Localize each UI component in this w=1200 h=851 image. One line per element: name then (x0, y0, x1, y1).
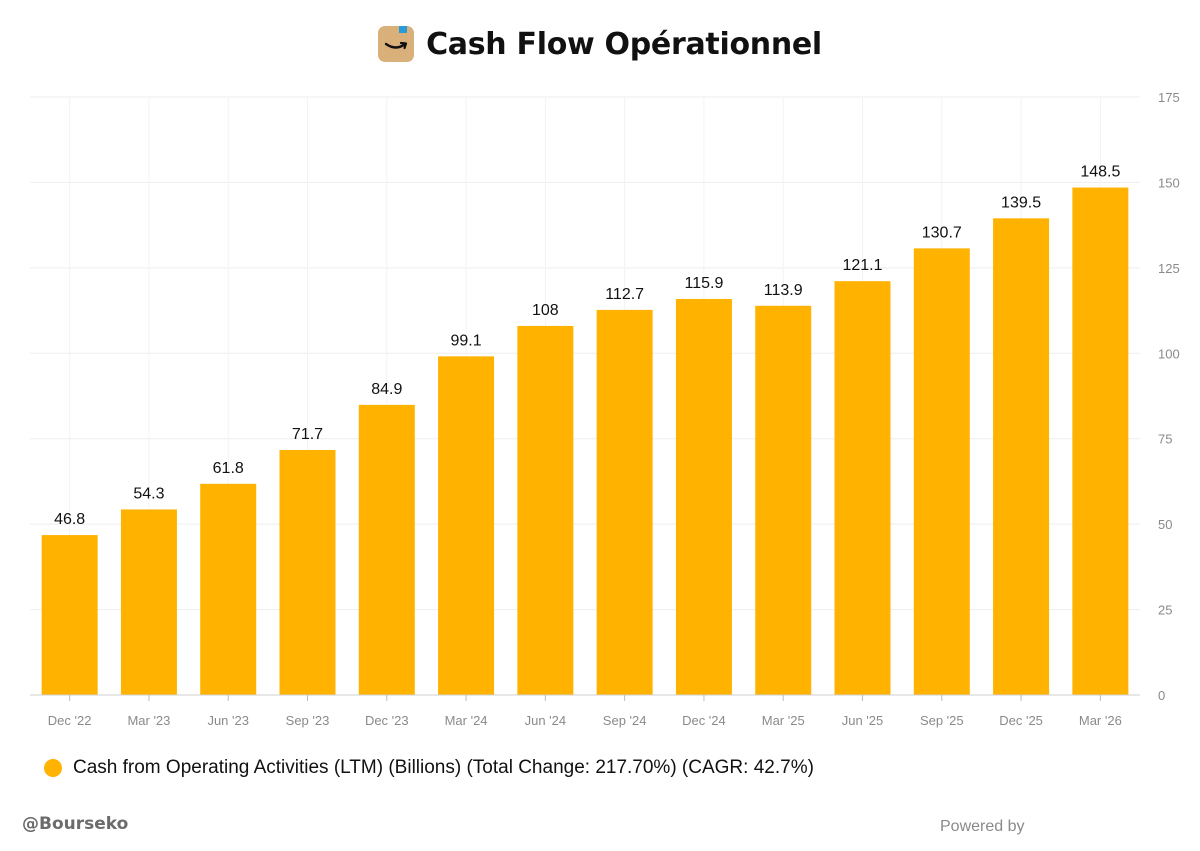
y-tick-label: 175 (1158, 90, 1180, 105)
x-tick-label: Mar '24 (445, 713, 488, 728)
x-tick-label: Mar '26 (1079, 713, 1122, 728)
y-tick-label: 0 (1158, 688, 1165, 703)
data-label: 108 (532, 302, 559, 319)
bar[interactable] (755, 305, 812, 695)
bar[interactable] (913, 248, 970, 695)
data-label: 115.9 (684, 275, 723, 292)
legend-marker (44, 759, 62, 777)
legend-label: Cash from Operating Activities (LTM) (Bi… (73, 757, 814, 778)
y-tick-label: 125 (1158, 261, 1180, 276)
data-label: 71.7 (292, 426, 323, 443)
x-tick-label: Jun '23 (207, 713, 249, 728)
data-label: 99.1 (451, 332, 482, 349)
x-tick-label: Dec '23 (365, 713, 409, 728)
y-tick-label: 25 (1158, 603, 1172, 618)
x-tick-label: Mar '25 (762, 713, 805, 728)
bar[interactable] (438, 356, 495, 695)
bar[interactable] (279, 449, 336, 695)
x-tick-label: Dec '24 (682, 713, 726, 728)
x-tick-label: Dec '25 (999, 713, 1043, 728)
y-tick-label: 75 (1158, 432, 1172, 447)
data-labels: 46.8 54.3 61.8 71.7 84.9 99.1 108 112.7 115.9 113… (54, 164, 1120, 529)
bars (41, 187, 1129, 695)
bar[interactable] (596, 309, 653, 695)
bar[interactable] (120, 509, 177, 695)
data-label: 54.3 (133, 485, 164, 502)
data-label: 130.7 (922, 224, 962, 241)
y-tick-label: 50 (1158, 517, 1172, 532)
y-tick-label: 150 (1158, 175, 1180, 190)
bar[interactable] (200, 483, 257, 695)
bar[interactable] (1072, 187, 1129, 695)
bar[interactable] (993, 218, 1050, 695)
data-label: 61.8 (213, 460, 244, 477)
x-tick-label: Mar '23 (127, 713, 170, 728)
y-tick-label: 100 (1158, 346, 1180, 361)
x-tick-label: Sep '25 (920, 713, 964, 728)
data-label: 139.5 (1001, 194, 1041, 211)
data-label: 148.5 (1080, 164, 1120, 181)
bar[interactable] (41, 535, 98, 695)
author-handle[interactable]: @Bourseko (22, 814, 129, 834)
data-label: 112.7 (605, 286, 644, 303)
chart-title: Cash Flow Opérationnel (426, 26, 822, 62)
data-label: 121.1 (842, 257, 882, 274)
amazon-box-icon (378, 26, 415, 62)
bar[interactable] (675, 298, 732, 695)
x-tick-label: Sep '24 (603, 713, 647, 728)
bar[interactable] (517, 325, 574, 695)
data-label: 46.8 (54, 511, 85, 528)
bar[interactable] (834, 281, 891, 695)
data-label: 113.9 (764, 282, 803, 299)
bar-chart: 46.8 54.3 61.8 71.7 84.9 99.1 108 112.7 115.9 113… (30, 90, 1180, 728)
legend[interactable]: Cash from Operating Activities (LTM) (Bi… (44, 757, 814, 779)
x-tick-label: Sep '23 (286, 713, 330, 728)
bar[interactable] (358, 404, 415, 695)
axes: 0 25 50 75 100 125 150 175 Dec '22 Mar '23 Jun '23… (30, 90, 1180, 728)
grid-lines (30, 96, 1140, 695)
x-tick-label: Jun '25 (842, 713, 884, 728)
powered-by-text: Powered by (940, 818, 1025, 835)
chart-header: Cash Flow Opérationnel (0, 26, 1200, 62)
x-tick-label: Jun '24 (525, 713, 567, 728)
data-label: 84.9 (371, 381, 402, 398)
x-tick-label: Dec '22 (48, 713, 92, 728)
